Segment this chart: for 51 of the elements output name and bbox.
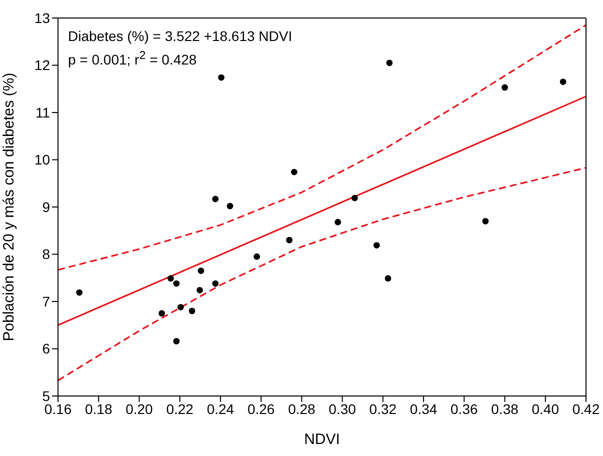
x-tick-label: 0.22 bbox=[166, 400, 194, 417]
x-tick-label: 0.24 bbox=[206, 400, 234, 417]
y-tick-label: 7 bbox=[42, 293, 50, 310]
y-tick-label: 12 bbox=[34, 57, 50, 74]
y-tick-label: 10 bbox=[34, 152, 50, 168]
x-tick-label: 0.38 bbox=[491, 400, 519, 417]
point bbox=[198, 268, 204, 274]
point bbox=[373, 242, 380, 248]
point bbox=[286, 236, 293, 244]
y-tick-label: 6 bbox=[42, 340, 50, 357]
y-axis-title: Población de 20 y más con diabetes (%) bbox=[0, 72, 18, 342]
point bbox=[290, 168, 298, 176]
point bbox=[226, 202, 234, 210]
y-tick-label: 13 bbox=[34, 10, 50, 26]
x-tick-label: 0.28 bbox=[288, 400, 316, 417]
annotation: p = 0.001; r$^{2}$ = 0.428 bbox=[68, 48, 198, 70]
point bbox=[386, 60, 393, 66]
x-tick-label: 0.34 bbox=[410, 400, 438, 417]
point bbox=[188, 308, 196, 314]
line-series bbox=[58, 166, 586, 382]
point bbox=[76, 289, 83, 296]
x-tick-label: 0.18 bbox=[84, 400, 112, 417]
x-axis-title: NDVI bbox=[304, 431, 340, 448]
x-tick-label: 0.36 bbox=[450, 400, 478, 417]
point bbox=[384, 275, 392, 282]
point bbox=[173, 280, 180, 287]
x-tick-label: 0.20 bbox=[126, 400, 154, 417]
point bbox=[212, 196, 219, 202]
x-tick-label: 0.26 bbox=[247, 400, 275, 417]
x-tick-label: 0.42 bbox=[572, 400, 600, 417]
y-tick-label: 9 bbox=[42, 198, 50, 215]
x-tick-label: 0.30 bbox=[328, 400, 356, 417]
point bbox=[218, 74, 224, 81]
y-tick-label: 8 bbox=[42, 246, 50, 262]
line-series bbox=[58, 24, 586, 271]
point bbox=[254, 253, 260, 260]
annotation: Diabetes (%) = 3.522 +18.613 NDVI bbox=[68, 27, 292, 46]
x-tick-label: 0.40 bbox=[532, 400, 560, 417]
point bbox=[212, 280, 219, 287]
point bbox=[168, 275, 174, 282]
point bbox=[482, 218, 489, 224]
point bbox=[560, 78, 566, 85]
point bbox=[196, 286, 203, 294]
point bbox=[502, 84, 508, 91]
point bbox=[334, 218, 342, 226]
point bbox=[173, 338, 180, 344]
point bbox=[177, 304, 184, 310]
point bbox=[158, 310, 165, 317]
point bbox=[351, 194, 358, 202]
y-tick-label: 11 bbox=[35, 104, 50, 120]
x-tick-label: 0.32 bbox=[369, 400, 397, 417]
